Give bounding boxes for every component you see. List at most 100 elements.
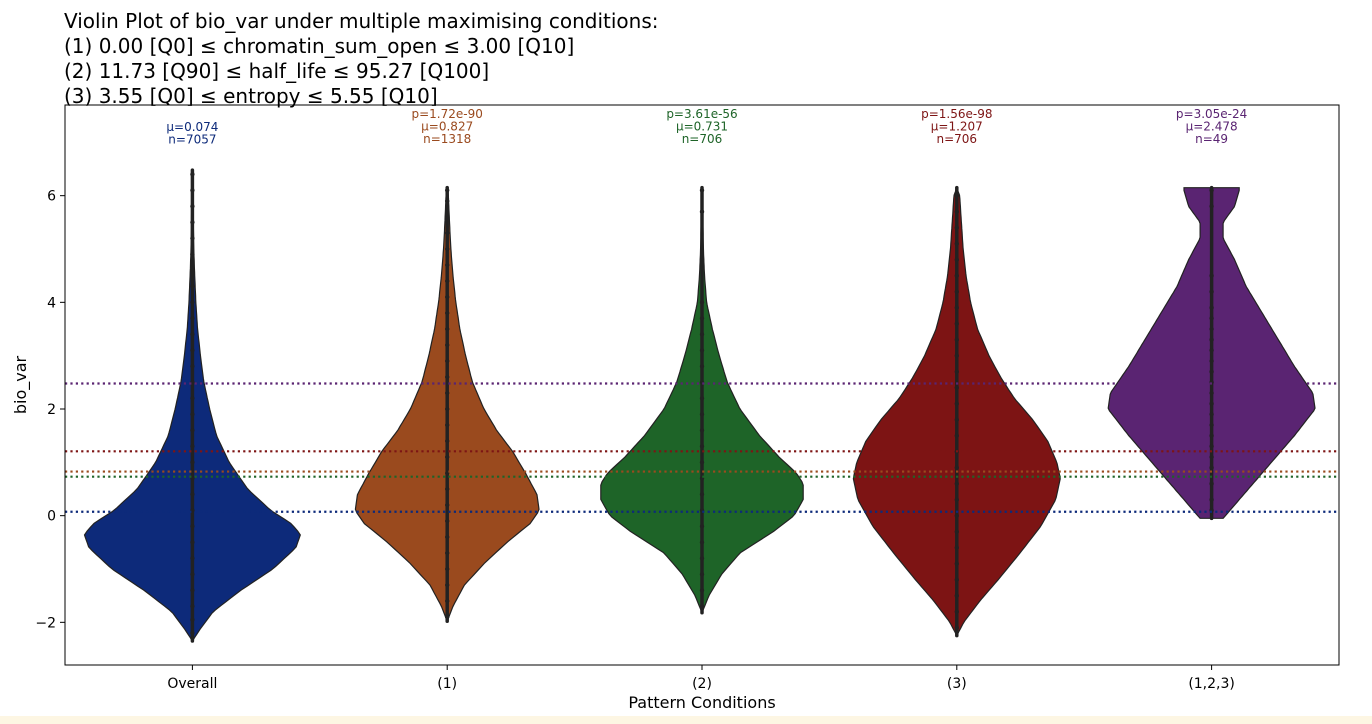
data-point [954,529,959,534]
data-point [1209,412,1214,417]
data-point [445,438,450,444]
data-point [190,556,195,561]
data-point [954,241,959,246]
points-group [190,168,1214,643]
data-point [954,401,959,406]
data-point [699,316,705,321]
data-point [1209,337,1214,342]
data-point [954,593,959,598]
data-point [699,428,705,433]
p-value-label: p=1.72e-90 [412,107,483,121]
data-point [190,492,195,497]
data-point [1209,401,1214,406]
data-point [699,300,705,305]
data-point [954,337,959,342]
data-point [1209,390,1214,396]
data-point [1209,289,1214,294]
data-point [190,268,195,273]
data-point [699,444,705,449]
data-point [699,540,705,545]
title-line-1: Violin Plot of bio_var under multiple ma… [64,9,659,33]
data-point [190,588,195,593]
p-value-label: p=3.61e-56 [666,107,737,121]
data-point [190,332,195,337]
data-point [190,617,195,622]
data-point [954,209,959,214]
p-value-label: p=3.05e-24 [1176,107,1247,121]
data-point [190,300,195,305]
data-point [445,486,450,492]
count-label: n=7057 [168,133,216,147]
data-point [190,572,195,577]
data-point [190,364,195,369]
y-axis-label: bio_var [11,355,31,414]
data-point [190,316,195,321]
data-point [699,209,705,214]
data-point [1209,481,1214,486]
data-point [699,492,705,497]
data-point [1209,497,1214,502]
data-point [445,502,450,508]
data-point [954,465,959,470]
data-point [1209,433,1214,438]
data-point [445,278,450,284]
data-point [190,604,195,609]
data-point [445,390,450,396]
data-point [1209,465,1214,470]
data-point [699,460,705,465]
data-point [190,188,195,193]
data-point [190,236,195,241]
data-point [445,534,450,540]
mean-lines-group [65,382,1339,513]
data-point [699,412,705,417]
data-point [445,550,450,556]
data-point [699,524,705,529]
data-point [1209,316,1214,321]
bottom-strip [0,716,1372,724]
mean-label: μ=0.731 [676,120,728,134]
violins-group [83,170,1316,643]
data-point [1209,454,1214,460]
data-point [954,561,959,566]
data-point [954,353,959,358]
data-point [190,630,195,636]
data-point [190,540,195,545]
data-point [445,262,450,268]
data-point [190,252,195,257]
data-point [1209,369,1214,374]
data-point [445,582,450,588]
y-tick-label: 4 [47,295,56,311]
data-point [445,422,450,428]
data-point [190,204,195,209]
data-point [1209,188,1214,193]
x-tick-label: (3) [947,676,967,692]
data-point [445,326,450,332]
data-point [190,284,195,289]
data-point [190,444,195,449]
mean-label: μ=1.207 [931,120,983,134]
data-point [699,332,705,337]
data-point [445,598,450,604]
data-point [954,609,959,614]
data-point [445,342,450,348]
y-tick-label: 6 [47,189,56,205]
data-point [954,497,959,502]
title-line-4: (3) 3.55 [Q0] ≤ entropy ≤ 5.55 [Q10] [64,84,438,108]
p-value-label: p=1.56e-98 [921,107,992,121]
data-point [445,214,450,220]
data-point [954,513,959,518]
axes-group: −2 0 2 4 6 Overall (1) (2) (3) (1,2,3) Pattern Con… [11,104,1340,712]
count-label: n=706 [682,132,723,146]
data-point [190,396,195,401]
data-point [190,428,195,433]
x-tick-label: (2) [692,676,712,692]
chart-title: Violin Plot of bio_var under multiple ma… [64,9,659,109]
x-tick-label: (1,2,3) [1188,676,1235,692]
data-point [954,289,959,294]
data-point [954,625,959,630]
data-point [445,614,450,620]
data-point [954,321,959,326]
x-tick-label: (1) [437,676,457,692]
data-point [190,460,195,465]
